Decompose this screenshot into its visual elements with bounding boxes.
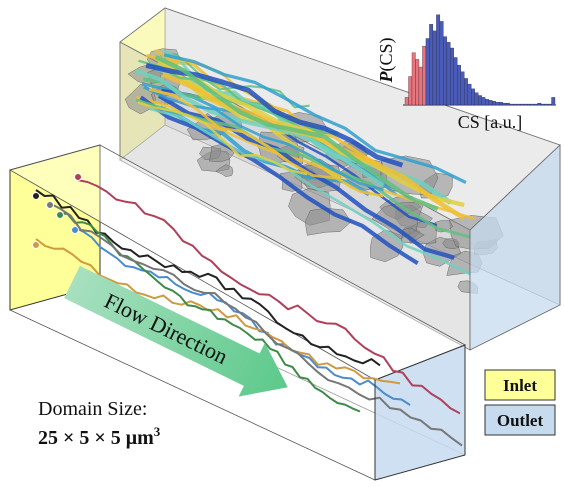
hist-bar	[520, 104, 523, 105]
hist-bar	[426, 39, 429, 106]
hist-bar	[531, 104, 534, 105]
hist-bar	[503, 103, 506, 105]
hist-bar	[513, 104, 516, 105]
hist-bar	[468, 84, 471, 105]
hist-bar	[527, 104, 530, 105]
hist-bar	[478, 96, 481, 106]
legend-label: Outlet	[497, 411, 544, 430]
hist-bar	[450, 48, 453, 105]
hist-bar	[506, 103, 509, 105]
arrow-label: Flow Direction	[101, 288, 232, 369]
hist-bar	[457, 65, 460, 105]
hist-bar	[541, 104, 544, 105]
trajectory-start	[33, 193, 40, 200]
domain-size-value: 25 × 5 × 5 μm	[38, 427, 154, 449]
trajectory-start	[72, 227, 79, 234]
hist-x-label: CS [a.u.]	[458, 112, 523, 132]
hist-bar	[429, 24, 432, 105]
hist-bar	[419, 67, 422, 105]
legend: Inlet Outlet	[485, 370, 555, 435]
hist-bar	[415, 59, 418, 105]
domain-size-exponent: 3	[154, 424, 161, 439]
hist-bar	[538, 103, 541, 105]
hist-bar	[475, 93, 478, 105]
hist-bar	[433, 31, 436, 105]
trajectory-start	[75, 174, 82, 181]
hist-bar	[485, 99, 488, 105]
hist-bar	[482, 97, 485, 105]
hist-bar	[517, 104, 520, 105]
legend-label: Inlet	[503, 376, 537, 395]
hist-bar	[499, 102, 502, 105]
hist-y-arg: (CS)	[376, 37, 397, 71]
figure: Flow Direction Domain Size: 25 × 5 × 5 μ…	[0, 0, 564, 487]
hist-bar	[412, 53, 415, 105]
hist-bar	[461, 72, 464, 105]
hist-bar	[408, 77, 411, 106]
hist-bar	[545, 104, 548, 105]
hist-bar	[552, 97, 555, 105]
trajectory-start	[57, 212, 64, 219]
hist-bar	[489, 100, 492, 105]
hist-bar	[440, 21, 443, 105]
trajectory-start	[47, 202, 54, 209]
hist-bar	[492, 101, 495, 105]
hist-bar	[436, 15, 439, 105]
hist-bar	[447, 42, 450, 105]
hist-bar	[422, 46, 425, 105]
hist-bar	[443, 37, 446, 105]
hist-bar	[471, 89, 474, 105]
hist-bar	[534, 104, 537, 105]
hist-bar	[510, 104, 513, 105]
hist-bar	[548, 104, 551, 105]
hist-bar	[464, 78, 467, 105]
hist-bar	[496, 102, 499, 105]
domain-size: 25 × 5 × 5 μm3	[38, 424, 161, 449]
hist-bar	[454, 58, 457, 106]
hist-y-label: P(CS)	[376, 37, 397, 83]
trajectory-start	[33, 242, 40, 249]
domain-label: Domain Size:	[38, 398, 147, 420]
hist-bar	[405, 97, 408, 105]
hist-bar	[524, 104, 527, 105]
